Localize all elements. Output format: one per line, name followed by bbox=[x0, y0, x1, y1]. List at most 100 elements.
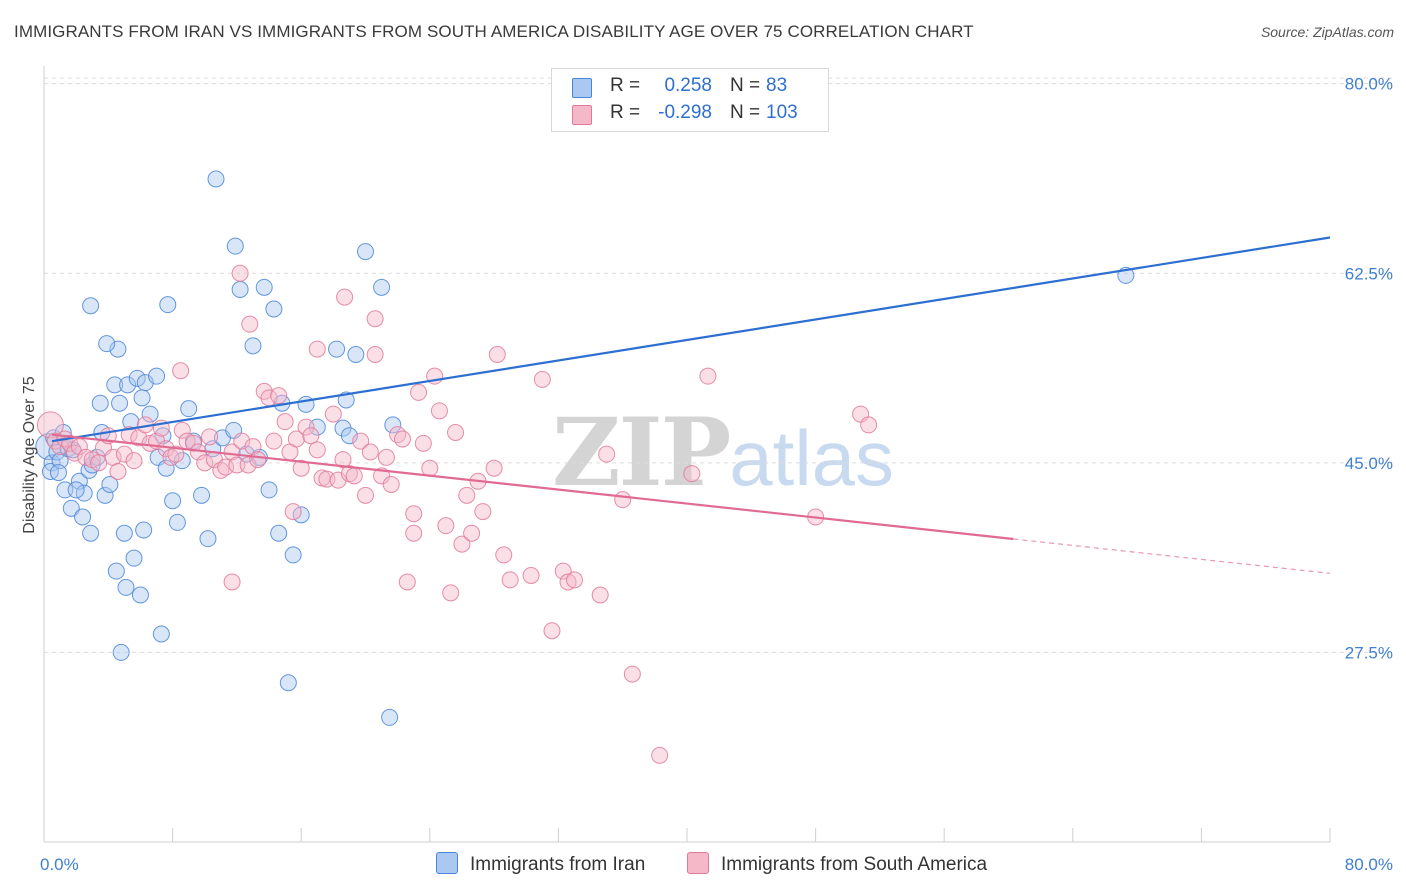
data-point bbox=[77, 448, 95, 466]
data-point bbox=[565, 571, 583, 589]
legend-r-label: R = bbox=[610, 75, 641, 96]
data-point bbox=[107, 562, 125, 580]
data-point bbox=[270, 524, 288, 542]
data-point bbox=[265, 432, 283, 450]
series-south-america-points bbox=[36, 264, 878, 764]
data-point bbox=[207, 170, 225, 188]
trend-lines bbox=[51, 236, 1331, 574]
data-point bbox=[125, 452, 143, 470]
series-legend: Immigrants from Iran Immigrants from Sou… bbox=[0, 852, 1406, 878]
data-point bbox=[199, 530, 217, 548]
trend-line-extension bbox=[1013, 538, 1331, 574]
data-point bbox=[373, 278, 391, 296]
data-point bbox=[168, 513, 186, 531]
data-point bbox=[90, 454, 108, 472]
data-point bbox=[260, 481, 278, 499]
data-point bbox=[152, 625, 170, 643]
data-point bbox=[244, 337, 262, 355]
legend-n-value: 83 bbox=[766, 75, 788, 96]
data-point bbox=[347, 346, 365, 363]
data-point bbox=[226, 237, 244, 255]
data-point bbox=[141, 405, 159, 423]
data-point bbox=[101, 476, 119, 493]
data-point bbox=[410, 383, 428, 401]
legend-swatch-south-america bbox=[572, 105, 592, 125]
data-point bbox=[196, 454, 214, 472]
data-point bbox=[623, 665, 641, 683]
chart-title: IMMIGRANTS FROM IRAN VS IMMIGRANTS FROM … bbox=[14, 22, 974, 41]
data-point bbox=[82, 297, 100, 315]
data-point bbox=[173, 452, 191, 470]
y-tick-label: 80.0% bbox=[1345, 75, 1393, 94]
data-point bbox=[265, 300, 283, 318]
data-point bbox=[393, 430, 411, 448]
data-point bbox=[437, 517, 455, 535]
data-point bbox=[414, 434, 432, 452]
data-point bbox=[119, 376, 137, 394]
data-point bbox=[167, 445, 185, 463]
data-point bbox=[308, 441, 326, 459]
data-point bbox=[543, 622, 561, 640]
data-point bbox=[223, 443, 241, 461]
data-point bbox=[651, 746, 669, 764]
legend-n-value: 103 bbox=[766, 102, 798, 123]
data-point bbox=[131, 586, 149, 604]
data-point bbox=[162, 448, 180, 466]
data-point bbox=[463, 524, 481, 542]
data-point bbox=[533, 370, 551, 388]
data-point bbox=[109, 463, 127, 480]
data-point bbox=[244, 438, 262, 456]
data-point bbox=[112, 643, 130, 661]
data-point bbox=[91, 394, 109, 412]
data-point bbox=[117, 578, 135, 596]
legend-row-south-america: R = -0.298 N = 103 bbox=[552, 101, 828, 127]
data-point bbox=[522, 567, 540, 584]
data-point bbox=[405, 505, 423, 523]
data-point bbox=[49, 464, 67, 482]
data-point bbox=[157, 459, 175, 477]
data-point bbox=[324, 405, 342, 423]
watermark-atlas: atlas bbox=[729, 414, 895, 502]
data-point bbox=[591, 586, 609, 604]
data-point bbox=[217, 458, 235, 476]
data-point bbox=[421, 459, 439, 477]
data-point bbox=[109, 340, 127, 358]
y-axis-label: Disability Age Over 75 bbox=[21, 376, 38, 534]
data-point bbox=[357, 243, 374, 261]
data-point bbox=[180, 400, 198, 418]
data-point bbox=[159, 296, 177, 314]
data-point bbox=[366, 310, 384, 328]
legend-r-label: R = bbox=[610, 102, 641, 123]
data-point bbox=[74, 508, 92, 526]
data-point bbox=[164, 492, 182, 510]
data-point bbox=[67, 481, 85, 499]
data-point bbox=[453, 535, 471, 553]
y-tick-label: 62.5% bbox=[1345, 264, 1393, 283]
data-point bbox=[135, 521, 153, 539]
data-point bbox=[284, 503, 302, 521]
data-point bbox=[442, 584, 460, 602]
data-point bbox=[128, 369, 146, 387]
data-point bbox=[328, 340, 346, 358]
data-point bbox=[554, 562, 572, 580]
data-point bbox=[233, 432, 251, 450]
data-point bbox=[398, 573, 416, 591]
data-point bbox=[249, 451, 267, 469]
data-point bbox=[212, 461, 230, 479]
data-point bbox=[614, 491, 632, 509]
data-point bbox=[495, 546, 513, 564]
legend-item-south-america[interactable]: Immigrants from South America bbox=[687, 852, 987, 876]
data-point bbox=[111, 394, 129, 412]
data-point bbox=[82, 524, 100, 542]
series-iran-points bbox=[35, 170, 1135, 726]
data-point bbox=[270, 387, 288, 405]
axes bbox=[43, 66, 1331, 843]
legend-item-iran[interactable]: Immigrants from Iran bbox=[436, 852, 645, 876]
data-point bbox=[106, 376, 124, 394]
legend-row-iran: R = 0.258 N = 83 bbox=[552, 74, 828, 100]
data-point bbox=[62, 499, 80, 517]
data-point bbox=[352, 432, 370, 450]
data-point bbox=[430, 402, 448, 420]
data-point bbox=[255, 278, 273, 296]
data-point bbox=[474, 503, 492, 521]
